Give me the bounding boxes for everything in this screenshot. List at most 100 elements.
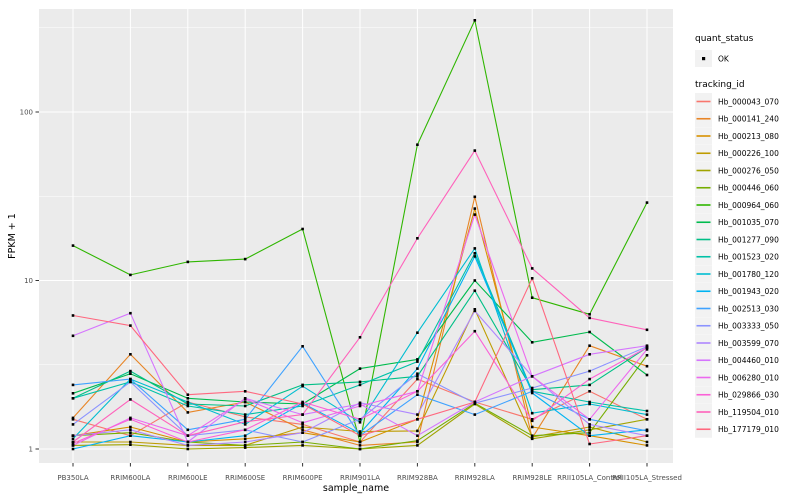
data-point: [243, 404, 247, 408]
legend-item-label: Hb_001780_120: [718, 270, 779, 279]
data-point: [416, 360, 419, 363]
data-point: [645, 434, 649, 437]
series-points-Hb_029866_030: [71, 329, 649, 445]
data-point: [301, 413, 304, 416]
data-point: [588, 425, 591, 429]
data-point: [473, 213, 477, 216]
data-point: [416, 413, 419, 416]
data-point: [129, 380, 132, 384]
data-point: [129, 440, 132, 444]
data-point: [129, 353, 132, 356]
data-point: [358, 367, 362, 370]
data-point: [358, 421, 362, 424]
data-point: [186, 428, 190, 432]
data-point: [71, 334, 75, 338]
data-point: [645, 364, 649, 368]
legend-item-label: Hb_003599_070: [718, 339, 779, 348]
data-point: [645, 409, 649, 413]
series-points-Hb_177179_010: [71, 277, 649, 446]
legend-item-Hb_001277_090: Hb_001277_090: [695, 231, 779, 248]
data-point: [416, 390, 419, 393]
data-point: [358, 402, 362, 406]
legend-tracking-items: Hb_000043_070 Hb_000141_240 Hb_000213_080 H…: [695, 93, 779, 438]
x-tick-label-RRIM901LA: RRIM901LA: [340, 474, 380, 482]
data-point: [243, 434, 247, 437]
data-point: [301, 423, 304, 426]
data-point: [530, 411, 534, 415]
data-point: [129, 273, 132, 277]
data-point: [358, 404, 362, 408]
data-point: [416, 331, 419, 334]
data-point: [358, 432, 362, 435]
data-point: [588, 383, 591, 387]
data-point: [301, 431, 304, 434]
data-point: [243, 437, 247, 441]
data-point: [416, 372, 419, 375]
data-point: [186, 444, 190, 447]
x-tick-label-RRIM600LA: RRIM600LA: [110, 474, 150, 482]
data-point: [588, 377, 591, 381]
legend-item-Hb_177179_010: Hb_177179_010: [695, 420, 779, 438]
data-point: [473, 308, 477, 311]
data-point: [416, 375, 419, 378]
data-point: [645, 348, 649, 351]
legend-item-Hb_000043_070: Hb_000043_070: [695, 93, 779, 110]
legend-item-Hb_004460_010: Hb_004460_010: [695, 351, 779, 369]
x-tick-label-PB350LA: PB350LA: [57, 474, 88, 482]
data-point: [243, 397, 247, 401]
data-point: [358, 434, 362, 437]
data-point: [301, 227, 304, 231]
data-point: [358, 444, 362, 447]
data-point: [530, 267, 534, 270]
data-point: [129, 425, 132, 429]
data-point: [645, 354, 649, 357]
data-point: [645, 346, 649, 349]
legend-quant-status: quant_status OK: [695, 34, 754, 67]
data-point: [473, 149, 477, 152]
data-point: [530, 437, 534, 441]
x-tick-label-RRIM600SE: RRIM600SE: [225, 474, 265, 482]
data-point: [416, 429, 419, 433]
data-point: [473, 279, 477, 282]
data-point: [530, 418, 534, 421]
data-point: [71, 416, 75, 420]
data-point: [645, 429, 649, 433]
legend-item-label: Hb_000213_080: [718, 132, 779, 141]
legend-item-label: Hb_000226_100: [718, 149, 779, 158]
legend-item-label: Hb_006280_010: [718, 373, 779, 382]
data-point: [129, 372, 132, 375]
data-point: [71, 314, 75, 317]
data-point: [129, 398, 132, 401]
legend-item-Hb_003333_050: Hb_003333_050: [695, 317, 779, 335]
y-tick-label-10: 10: [24, 277, 33, 285]
legend-item-Hb_003599_070: Hb_003599_070: [695, 334, 779, 352]
data-point: [186, 402, 190, 406]
legend-item-label: Hb_000141_240: [718, 115, 779, 124]
legend-item-Hb_029866_030: Hb_029866_030: [695, 386, 779, 404]
data-point: [186, 411, 190, 414]
series-points-Hb_119504_010: [71, 149, 649, 444]
data-point: [186, 397, 190, 400]
data-point: [71, 383, 75, 387]
x-tick-label-RRIM600LE: RRIM600LE: [168, 474, 208, 482]
legend-item-label: Hb_002513_030: [718, 304, 779, 313]
data-point: [530, 375, 534, 378]
legend-item-Hb_001523_020: Hb_001523_020: [695, 248, 779, 266]
x-axis-tick-labels: PB350LA RRIM600LA RRIM600LE RRIM600SE RRIM60…: [57, 474, 682, 482]
legend-item-label: Hb_004460_010: [718, 356, 779, 365]
data-point: [301, 400, 304, 404]
data-point: [530, 341, 534, 344]
data-point: [358, 336, 362, 339]
data-point: [71, 392, 75, 395]
legend-tracking-id-title: tracking_id: [695, 80, 745, 90]
data-point: [243, 400, 247, 404]
data-point: [645, 328, 649, 332]
legend-item-Hb_006280_010: Hb_006280_010: [695, 369, 779, 386]
data-point: [186, 404, 190, 408]
data-point: [301, 440, 304, 444]
y-axis-tick-labels: 1 10 100: [20, 109, 33, 454]
data-point: [301, 404, 304, 408]
data-point: [473, 19, 477, 22]
data-point: [243, 428, 247, 432]
data-point: [588, 390, 591, 393]
